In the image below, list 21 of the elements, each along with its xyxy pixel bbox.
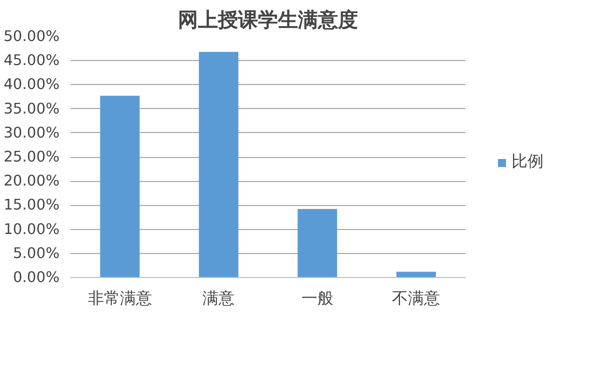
x-tick-label: 满意 <box>202 288 235 308</box>
y-tick-label: 25.00% <box>4 148 60 166</box>
bar <box>298 209 338 278</box>
bar <box>198 52 238 278</box>
chart-title: 网上授课学生满意度 <box>178 8 358 32</box>
x-tick-label: 非常满意 <box>88 288 152 308</box>
y-tick-label: 0.00% <box>12 269 60 286</box>
y-tick-label: 20.00% <box>4 172 60 190</box>
x-tick-label: 不满意 <box>392 288 440 308</box>
y-tick-label: 35.00% <box>4 100 60 118</box>
bar <box>100 96 140 278</box>
legend-label: 比例 <box>512 152 544 172</box>
y-tick-label: 5.00% <box>12 244 60 262</box>
bar <box>396 272 436 278</box>
y-tick-label: 45.00% <box>4 52 60 70</box>
y-tick-label: 50.00% <box>4 28 60 45</box>
y-tick-label: 10.00% <box>4 220 60 238</box>
y-tick-label: 40.00% <box>4 76 60 94</box>
y-tick-label: 30.00% <box>4 124 60 142</box>
y-tick-label: 15.00% <box>4 196 60 214</box>
x-tick-label: 一般 <box>301 288 334 308</box>
